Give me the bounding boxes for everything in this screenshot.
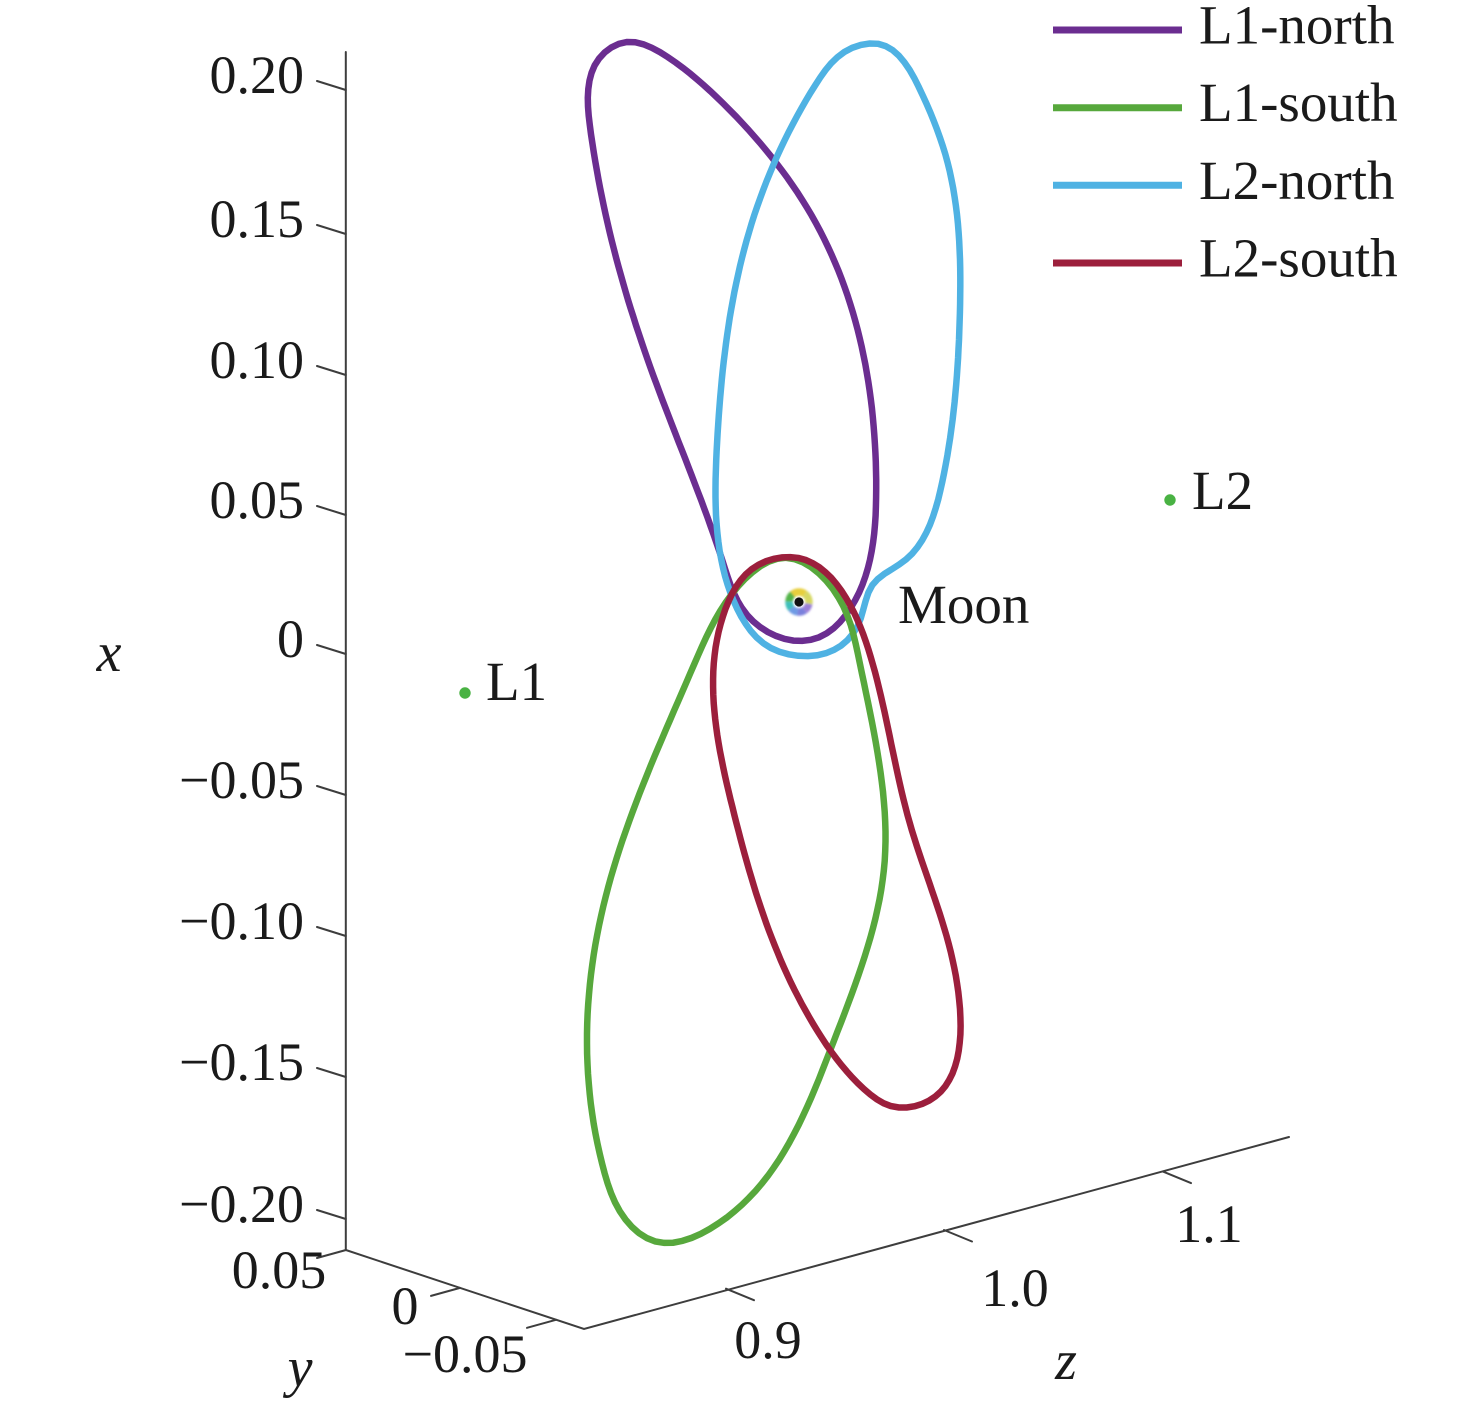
svg-text:−0.15: −0.15 [179, 1032, 304, 1092]
svg-text:L2: L2 [1192, 460, 1253, 521]
svg-text:0: 0 [277, 609, 304, 669]
svg-text:−0.10: −0.10 [179, 891, 304, 951]
svg-text:−0.20: −0.20 [179, 1174, 304, 1234]
svg-text:Moon: Moon [898, 574, 1029, 635]
svg-text:0.05: 0.05 [210, 470, 305, 530]
svg-text:0.9: 0.9 [734, 1310, 802, 1370]
svg-text:1.0: 1.0 [981, 1258, 1049, 1318]
svg-text:L1-north: L1-north [1199, 0, 1395, 56]
svg-text:−0.05: −0.05 [179, 750, 304, 810]
svg-text:L2-south: L2-south [1199, 228, 1398, 289]
svg-text:0: 0 [392, 1276, 419, 1336]
svg-text:0.15: 0.15 [210, 189, 305, 249]
svg-text:z: z [1054, 1330, 1077, 1392]
svg-text:0.05: 0.05 [232, 1240, 327, 1300]
svg-text:L2-north: L2-north [1199, 150, 1395, 211]
svg-text:y: y [283, 1337, 313, 1399]
svg-text:1.1: 1.1 [1175, 1194, 1243, 1254]
svg-text:L1-south: L1-south [1199, 72, 1398, 133]
svg-text:0.20: 0.20 [210, 45, 305, 105]
svg-text:−0.05: −0.05 [403, 1324, 528, 1384]
svg-text:L1: L1 [486, 651, 547, 712]
svg-text:0.10: 0.10 [210, 330, 305, 390]
svg-text:x: x [96, 622, 122, 684]
